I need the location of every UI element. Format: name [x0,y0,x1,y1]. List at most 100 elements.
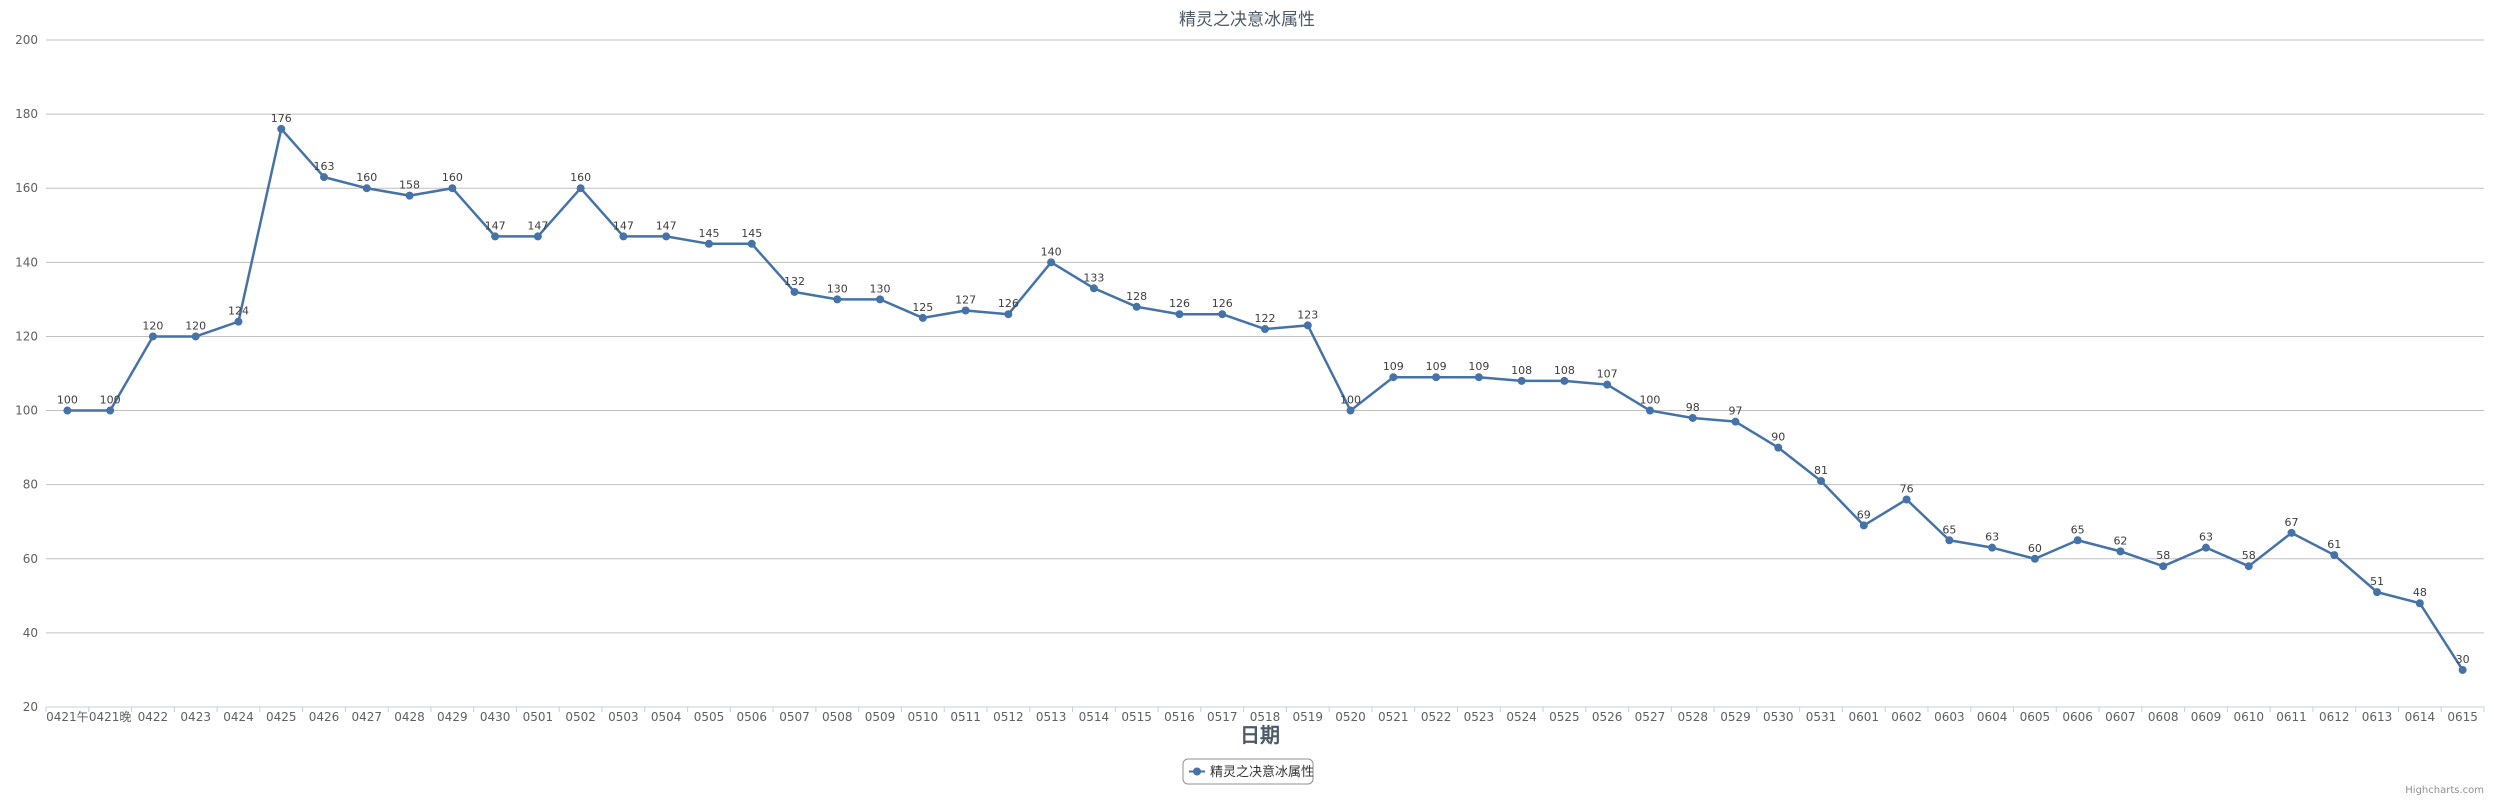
data-point[interactable] [1774,443,1783,452]
data-point[interactable] [1474,373,1483,382]
data-label: 65 [2071,523,2085,536]
x-tick-label: 0428 [394,710,425,724]
data-point[interactable] [2373,588,2382,597]
x-tick-label: 0530 [1763,710,1794,724]
data-point[interactable] [2159,562,2168,571]
data-point[interactable] [362,184,371,193]
data-point[interactable] [191,332,200,341]
data-label: 145 [698,227,719,240]
data-point[interactable] [961,306,970,315]
data-point[interactable] [1261,325,1269,334]
data-label: 100 [100,394,121,407]
data-point[interactable] [833,295,842,304]
series-group [63,124,2467,674]
data-point[interactable] [1175,310,1184,319]
data-label: 100 [1340,394,1361,407]
data-label: 62 [2113,534,2127,547]
x-tick-label: 0504 [651,710,682,724]
y-tick-label: 160 [15,181,38,195]
data-point[interactable] [1560,376,1569,385]
legend[interactable]: 精灵之决意冰属性 [1182,758,1314,785]
data-label: 128 [1126,290,1147,303]
data-point[interactable] [1004,310,1013,319]
data-point[interactable] [148,332,157,341]
data-point[interactable] [2073,536,2082,545]
x-tick-label: 0515 [1121,710,1152,724]
data-point[interactable] [918,313,927,322]
data-point[interactable] [405,191,414,200]
data-label: 108 [1554,364,1575,377]
data-label: 65 [1942,523,1956,536]
data-point[interactable] [747,239,756,248]
x-tick-label: 0601 [1849,710,1880,724]
data-point[interactable] [704,239,713,248]
x-tick-label: 0518 [1250,710,1281,724]
data-point[interactable] [106,406,115,415]
data-point[interactable] [1859,521,1868,530]
data-point[interactable] [619,232,628,241]
data-point[interactable] [1902,495,1911,504]
data-label: 61 [2327,538,2341,551]
data-point[interactable] [533,232,542,241]
data-point[interactable] [1517,376,1526,385]
data-point[interactable] [1603,380,1612,389]
data-point[interactable] [2244,562,2253,571]
x-tick-label: 0605 [2020,710,2051,724]
data-point[interactable] [2201,543,2210,552]
y-axis: 20 40 60 80 100 120 140 160 180 200 [15,33,38,714]
data-point[interactable] [1218,310,1227,319]
data-point[interactable] [448,184,457,193]
data-point[interactable] [491,232,500,241]
legend-label[interactable]: 精灵之决意冰属性 [1210,764,1314,780]
data-point[interactable] [876,295,885,304]
data-point[interactable] [1432,373,1441,382]
data-label: 120 [142,319,163,332]
legend-box[interactable] [1182,758,1314,785]
data-point[interactable] [662,232,671,241]
data-point[interactable] [1303,321,1312,330]
data-point[interactable] [63,406,72,415]
data-label: 107 [1597,368,1618,381]
data-label: 58 [2242,549,2256,562]
data-point[interactable] [2116,547,2125,556]
x-tick-label: 0531 [1806,710,1837,724]
data-label: 108 [1511,364,1532,377]
data-point[interactable] [1731,417,1740,426]
data-point[interactable] [1389,373,1398,382]
data-point[interactable] [2458,665,2467,674]
data-label: 30 [2456,653,2470,666]
data-point[interactable] [1047,258,1056,267]
credits-link[interactable]: Highcharts.com [2405,785,2484,796]
x-tick-label: 0512 [993,710,1024,724]
data-point[interactable] [234,317,243,326]
x-tick-label: 0501 [523,710,554,724]
x-tick-label: 0529 [1720,710,1751,724]
y-tick-label: 40 [23,626,38,640]
data-point[interactable] [1688,413,1697,422]
data-label: 147 [527,219,548,232]
x-tick-label: 0528 [1677,710,1708,724]
x-tick-label: 0427 [352,710,383,724]
x-tick-label: 0526 [1592,710,1623,724]
data-point[interactable] [1645,406,1654,415]
data-label: 126 [1212,297,1233,310]
data-point[interactable] [576,184,585,193]
data-point[interactable] [1817,476,1826,485]
data-point[interactable] [2415,599,2424,608]
data-point[interactable] [1089,284,1098,293]
data-point[interactable] [790,287,799,296]
data-point[interactable] [2030,554,2039,563]
y-tick-label: 100 [15,404,38,418]
data-point[interactable] [2330,551,2339,560]
data-point[interactable] [320,173,329,182]
data-label: 63 [2199,531,2213,544]
data-point[interactable] [1945,536,1954,545]
data-label: 160 [570,171,591,184]
data-point[interactable] [2287,528,2296,537]
x-tick-label: 0603 [1934,710,1965,724]
x-tick-label: 0516 [1164,710,1195,724]
data-point[interactable] [1132,302,1141,311]
data-point[interactable] [1346,406,1355,415]
data-point[interactable] [277,124,286,133]
data-point[interactable] [1988,543,1997,552]
